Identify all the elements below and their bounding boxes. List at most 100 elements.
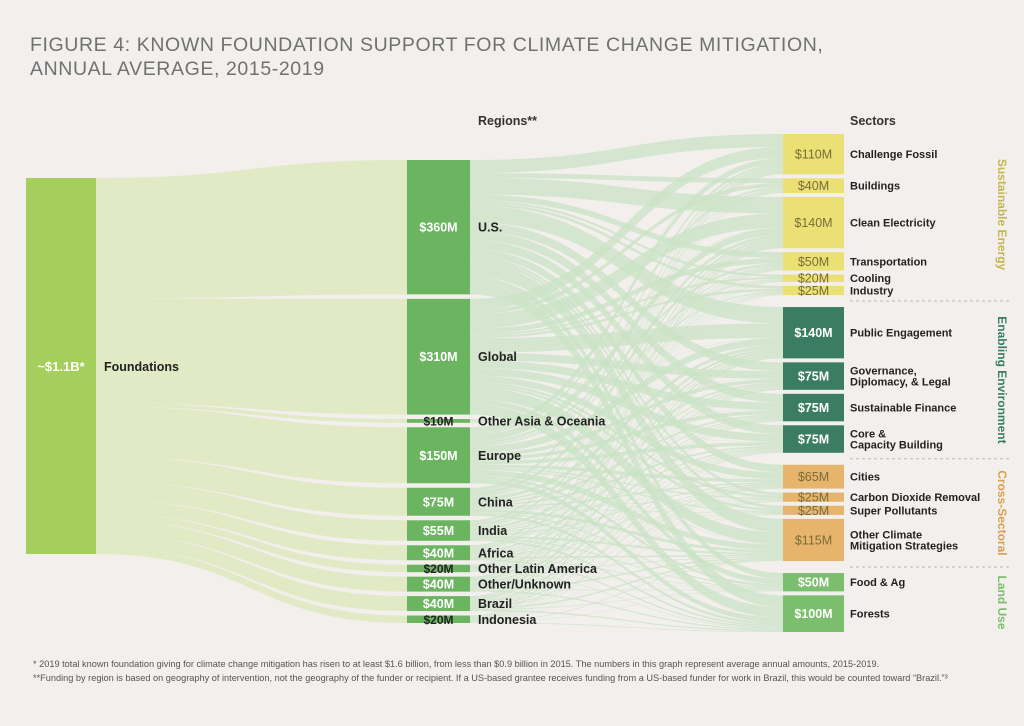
- sector-value: $75M: [798, 370, 829, 384]
- flow-u-s-buildings: [470, 173, 783, 184]
- flow-china-clean-electricity: [470, 234, 783, 495]
- group-label-sustainable-energy: Sustainable Energy: [995, 159, 1009, 271]
- region-label: Other Latin America: [478, 562, 598, 576]
- flow-indonesia-governance-diplomacy-legal: [470, 389, 783, 620]
- region-label: Global: [478, 350, 517, 364]
- flow-india-other-climate-mitigation-strategies: [470, 535, 783, 556]
- sector-label: Super Pollutants: [850, 505, 937, 517]
- sector-node-governance-diplomacy-legal: [783, 362, 844, 390]
- flow-u-s-cities: [470, 249, 783, 473]
- source-label: Foundations: [104, 360, 179, 374]
- region-value: $40M: [423, 546, 454, 560]
- flow-africa-cooling: [470, 280, 783, 551]
- flow-brazil-clean-electricity: [470, 245, 783, 600]
- sector-node-core-capacity-building: [783, 425, 844, 453]
- region-node-other-latin-america: [407, 564, 470, 573]
- flow-u-s-industry: [470, 202, 783, 289]
- flow-indonesia-buildings: [470, 192, 783, 617]
- flow-europe-transportation: [470, 263, 783, 445]
- flow-other-unknown-food-ag: [470, 589, 783, 591]
- flow-europe-cooling: [470, 279, 783, 446]
- sector-value: $25M: [798, 284, 829, 298]
- flow-global-buildings: [470, 183, 783, 315]
- flow-other-unknown-industry: [470, 294, 783, 582]
- flow-other-latin-america-cities: [470, 486, 783, 571]
- sector-label: Cities: [850, 472, 880, 484]
- flow-other-unknown-clean-electricity: [470, 243, 783, 581]
- flow-other-unknown-core-capacity-building: [470, 450, 783, 587]
- sector-value: $65M: [798, 470, 829, 484]
- sector-value: $140M: [794, 326, 832, 340]
- flow-other-asia-oceania-forests: [470, 422, 783, 618]
- flow-indonesia-sustainable-finance: [470, 420, 783, 620]
- sector-value: $25M: [798, 504, 829, 518]
- flow-other-unknown-sustainable-finance: [470, 418, 783, 586]
- flow-other-asia-oceania-sustainable-finance: [470, 410, 783, 422]
- region-value: $55M: [423, 524, 454, 538]
- flow-china-forests: [470, 513, 783, 625]
- region-value: $40M: [423, 597, 454, 611]
- sector-value: $110M: [795, 148, 832, 162]
- flow-global-industry: [470, 288, 783, 339]
- region-label: Brazil: [478, 597, 512, 611]
- flow-india-carbon-dioxide-removal: [470, 499, 783, 536]
- region-value: $75M: [423, 495, 454, 509]
- flow-brazil-governance-diplomacy-legal: [470, 388, 783, 605]
- flow-indonesia-other-climate-mitigation-strategies: [470, 560, 783, 623]
- flow-china-buildings: [470, 189, 783, 492]
- flow-brazil-forests: [470, 609, 783, 632]
- flow-india-food-ag: [470, 538, 783, 589]
- region-label: China: [478, 495, 514, 509]
- sector-label: Transportation: [850, 256, 927, 268]
- flow-source-global: [96, 298, 407, 415]
- sector-value: $20M: [798, 272, 829, 286]
- sector-value: $25M: [798, 491, 829, 505]
- sector-value: $140M: [794, 216, 832, 230]
- figure-title: FIGURE 4: KNOWN FOUNDATION SUPPORT FOR C…: [30, 33, 930, 81]
- flow-europe-challenge-fossil: [470, 158, 783, 433]
- flow-other-unknown-super-pollutants: [470, 514, 783, 589]
- flow-source-other-latin-america: [96, 513, 407, 573]
- flow-other-asia-oceania-public-engagement: [470, 337, 783, 421]
- flow-indonesia-carbon-dioxide-removal: [470, 501, 783, 622]
- region-label: Other Asia & Oceania: [478, 414, 606, 428]
- flow-other-latin-america-sustainable-finance: [470, 418, 783, 570]
- flow-europe-buildings: [470, 187, 783, 435]
- sector-value: $115M: [795, 533, 832, 547]
- flow-brazil-core-capacity-building: [470, 451, 783, 607]
- flow-other-latin-america-transportation: [470, 268, 783, 567]
- region-node-global: [407, 298, 470, 415]
- flow-brazil-challenge-fossil: [470, 172, 783, 598]
- source-value: ~$1.1B*: [37, 359, 85, 374]
- labels: Regions** Sectors ~$1.1B* Foundations $360…: [37, 114, 1012, 630]
- flow-other-asia-oceania-cooling: [470, 278, 783, 421]
- flow-indonesia-super-pollutants: [470, 514, 783, 622]
- flow-indonesia-challenge-fossil: [470, 173, 783, 617]
- flow-china-cities: [470, 482, 783, 508]
- flow-other-unknown-governance-diplomacy-legal: [470, 387, 783, 585]
- sector-value: $75M: [798, 401, 829, 415]
- source-node: [26, 178, 96, 554]
- flow-indonesia-forests: [470, 622, 783, 632]
- flow-indonesia-transportation: [470, 270, 783, 618]
- sector-label: Clean Electricity: [850, 218, 936, 230]
- flow-africa-challenge-fossil: [470, 168, 783, 547]
- region-node-u-s: [407, 160, 470, 295]
- sector-node-industry: [783, 285, 844, 296]
- flow-u-s-cooling: [470, 200, 783, 277]
- flow-europe-other-climate-mitigation-strategies: [470, 470, 783, 551]
- flow-india-industry: [470, 293, 783, 528]
- title-line-1: FIGURE 4: KNOWN FOUNDATION SUPPORT FOR C…: [30, 34, 824, 56]
- sector-label: Forests: [850, 609, 890, 621]
- sector-value: $40M: [798, 179, 829, 193]
- flow-source-u-s: [96, 160, 407, 299]
- flow-source-brazil: [96, 533, 407, 612]
- flow-indonesia-core-capacity-building: [470, 452, 783, 621]
- flow-india-sustainable-finance: [470, 416, 783, 533]
- flow-europe-sustainable-finance: [470, 410, 783, 461]
- flow-europe-clean-electricity: [470, 228, 783, 442]
- flow-source-africa: [96, 500, 407, 561]
- flow-china-food-ag: [470, 512, 783, 588]
- regions-header: Regions**: [478, 114, 537, 128]
- flow-other-unknown-other-climate-mitigation-strategies: [470, 557, 783, 590]
